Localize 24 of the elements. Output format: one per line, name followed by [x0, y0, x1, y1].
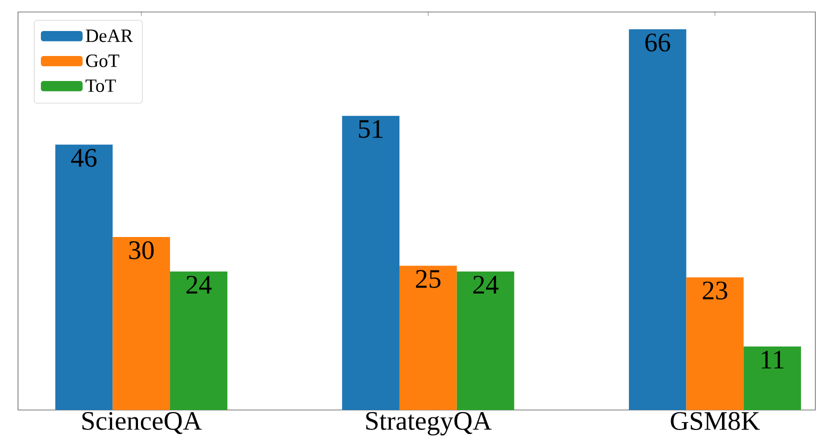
bar: [55, 144, 113, 410]
bar: [342, 116, 400, 410]
data-label: 51: [358, 120, 383, 138]
x-tick-label: GSM8K: [670, 412, 760, 430]
data-label: 46: [71, 148, 97, 167]
bar: [628, 29, 686, 410]
data-label: 66: [645, 34, 670, 52]
bar: [170, 272, 228, 410]
data-label: 11: [762, 350, 784, 368]
bar: [399, 266, 457, 410]
bar: [112, 236, 170, 410]
data-label: 25: [416, 270, 440, 288]
legend-label: GoT: [86, 54, 120, 68]
x-tick-label: StrategyQA: [366, 412, 492, 436]
legend-label: ToT: [86, 80, 116, 92]
x-tick-label: ScienceQA: [82, 412, 202, 434]
legend-label: DeAR: [86, 30, 133, 42]
data-label: 24: [473, 276, 498, 294]
bar: [456, 272, 514, 410]
data-label: 30: [129, 241, 154, 260]
bar: [686, 277, 744, 410]
bar: [744, 346, 801, 410]
data-label: 23: [702, 282, 728, 300]
data-label: 24: [186, 276, 212, 294]
